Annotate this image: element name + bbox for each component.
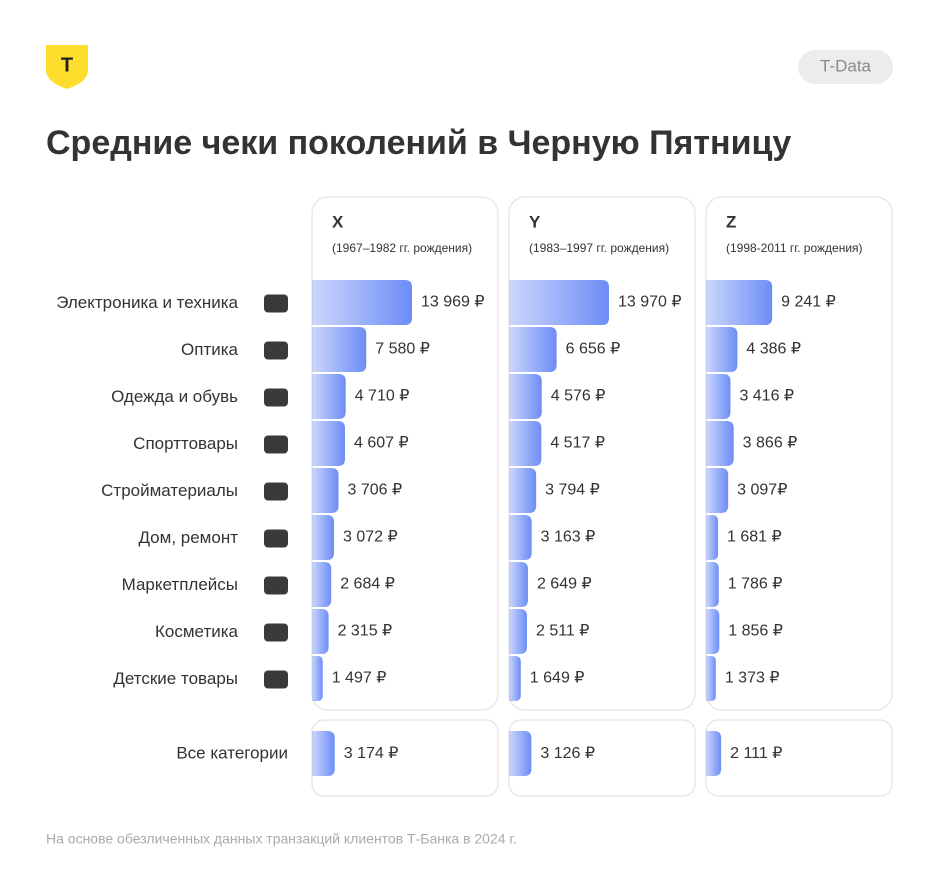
- value-label: 13 970 ₽: [618, 294, 682, 311]
- value-label: 1 856 ₽: [728, 623, 783, 640]
- value-label: 4 576 ₽: [551, 388, 606, 405]
- category-icon: [264, 388, 288, 407]
- value-label: 1 373 ₽: [725, 670, 780, 687]
- bar: [706, 468, 729, 513]
- bar: [706, 562, 719, 607]
- brand: T-Data: [820, 56, 872, 75]
- bar: [706, 374, 731, 419]
- legend-name: Y: [529, 212, 541, 231]
- bar: [312, 656, 323, 701]
- category-icon: [264, 529, 288, 548]
- total-value-label: 3 126 ₽: [540, 745, 595, 762]
- logo-letter: Т: [61, 54, 73, 76]
- total-bar: [312, 731, 335, 776]
- legend-name: Z: [726, 212, 736, 231]
- category-label: Спорттовары: [133, 434, 238, 453]
- value-label: 13 969 ₽: [421, 294, 485, 311]
- legend-subtitle: (1967–1982 гг. рождения): [332, 241, 472, 255]
- brand-pill: [798, 50, 893, 84]
- value-label: 1 786 ₽: [728, 576, 783, 593]
- bar: [509, 562, 528, 607]
- value-label: 1 649 ₽: [530, 670, 585, 687]
- logo-shield: [46, 45, 88, 89]
- category-label: Косметика: [155, 622, 239, 641]
- bar: [509, 327, 557, 372]
- value-label: 3 866 ₽: [743, 435, 798, 452]
- category-label: Детские товары: [113, 669, 238, 688]
- value-label: 1 681 ₽: [727, 529, 782, 546]
- category-label: Электроника и техника: [56, 293, 238, 312]
- value-label: 1 497 ₽: [332, 670, 387, 687]
- value-label: 3 794 ₽: [545, 482, 600, 499]
- category-icon: [264, 482, 288, 501]
- bar: [509, 656, 521, 701]
- total-panel: [311, 719, 499, 797]
- bar: [509, 468, 537, 513]
- bar: [312, 468, 339, 513]
- category-label: Маркетплейсы: [122, 575, 238, 594]
- category-icon: [264, 294, 288, 313]
- bar: [312, 609, 329, 654]
- bar: [312, 327, 367, 372]
- bar: [509, 609, 527, 654]
- bar: [509, 280, 609, 325]
- value-label: 2 649 ₽: [537, 576, 592, 593]
- value-label: 3 163 ₽: [541, 529, 596, 546]
- bar: [312, 421, 345, 466]
- total-value-label: 3 174 ₽: [344, 745, 399, 762]
- value-label: 2 315 ₽: [338, 623, 393, 640]
- value-label: 9 241 ₽: [781, 294, 836, 311]
- total-bar: [706, 731, 722, 776]
- value-label: 4 517 ₽: [550, 435, 605, 452]
- value-label: 6 656 ₽: [566, 341, 621, 358]
- bar: [312, 562, 332, 607]
- category-icon: [264, 670, 288, 689]
- legend-name: X: [332, 212, 344, 231]
- value-label: 3 416 ₽: [739, 388, 794, 405]
- value-label: 4 386 ₽: [746, 341, 801, 358]
- chart-title: Средние чеки поколений в Черную Пятницу: [46, 124, 791, 162]
- category-label: Стройматериалы: [101, 481, 238, 500]
- bar: [706, 280, 773, 325]
- total-category-label: Все категории: [176, 743, 288, 762]
- value-label: 2 511 ₽: [536, 623, 589, 640]
- bar: [706, 421, 734, 466]
- category-icon: [264, 576, 288, 595]
- value-label: 3 072 ₽: [343, 529, 398, 546]
- bar: [706, 327, 738, 372]
- legend-subtitle: (1983–1997 гг. рождения): [529, 241, 669, 255]
- value-label: 4 607 ₽: [354, 435, 409, 452]
- category-label: Дом, ремонт: [138, 528, 238, 547]
- legend-subtitle: (1998-2011 гг. рождения): [726, 241, 863, 255]
- bar: [509, 515, 532, 560]
- bar: [312, 280, 412, 325]
- total-panel: [508, 719, 696, 797]
- value-label: 2 684 ₽: [340, 576, 395, 593]
- bar: [312, 515, 334, 560]
- value-label: 3 097₽: [737, 482, 787, 499]
- bar: [509, 421, 542, 466]
- bar: [706, 609, 720, 654]
- total-value-label: 2 111 ₽: [730, 745, 782, 762]
- bar: [706, 515, 719, 560]
- bar: [509, 374, 542, 419]
- category-label: Одежда и обувь: [111, 387, 238, 406]
- category-icon: [264, 435, 288, 454]
- value-label: 4 710 ₽: [355, 388, 410, 405]
- total-bar: [509, 731, 532, 776]
- category-icon: [264, 341, 288, 360]
- category-label: Оптика: [181, 340, 239, 359]
- value-label: 3 706 ₽: [348, 482, 403, 499]
- value-label: 7 580 ₽: [375, 341, 430, 358]
- bar: [706, 656, 716, 701]
- bar: [312, 374, 346, 419]
- category-icon: [264, 623, 288, 642]
- footnote: На основе обезличенных данных транзакций…: [46, 831, 517, 847]
